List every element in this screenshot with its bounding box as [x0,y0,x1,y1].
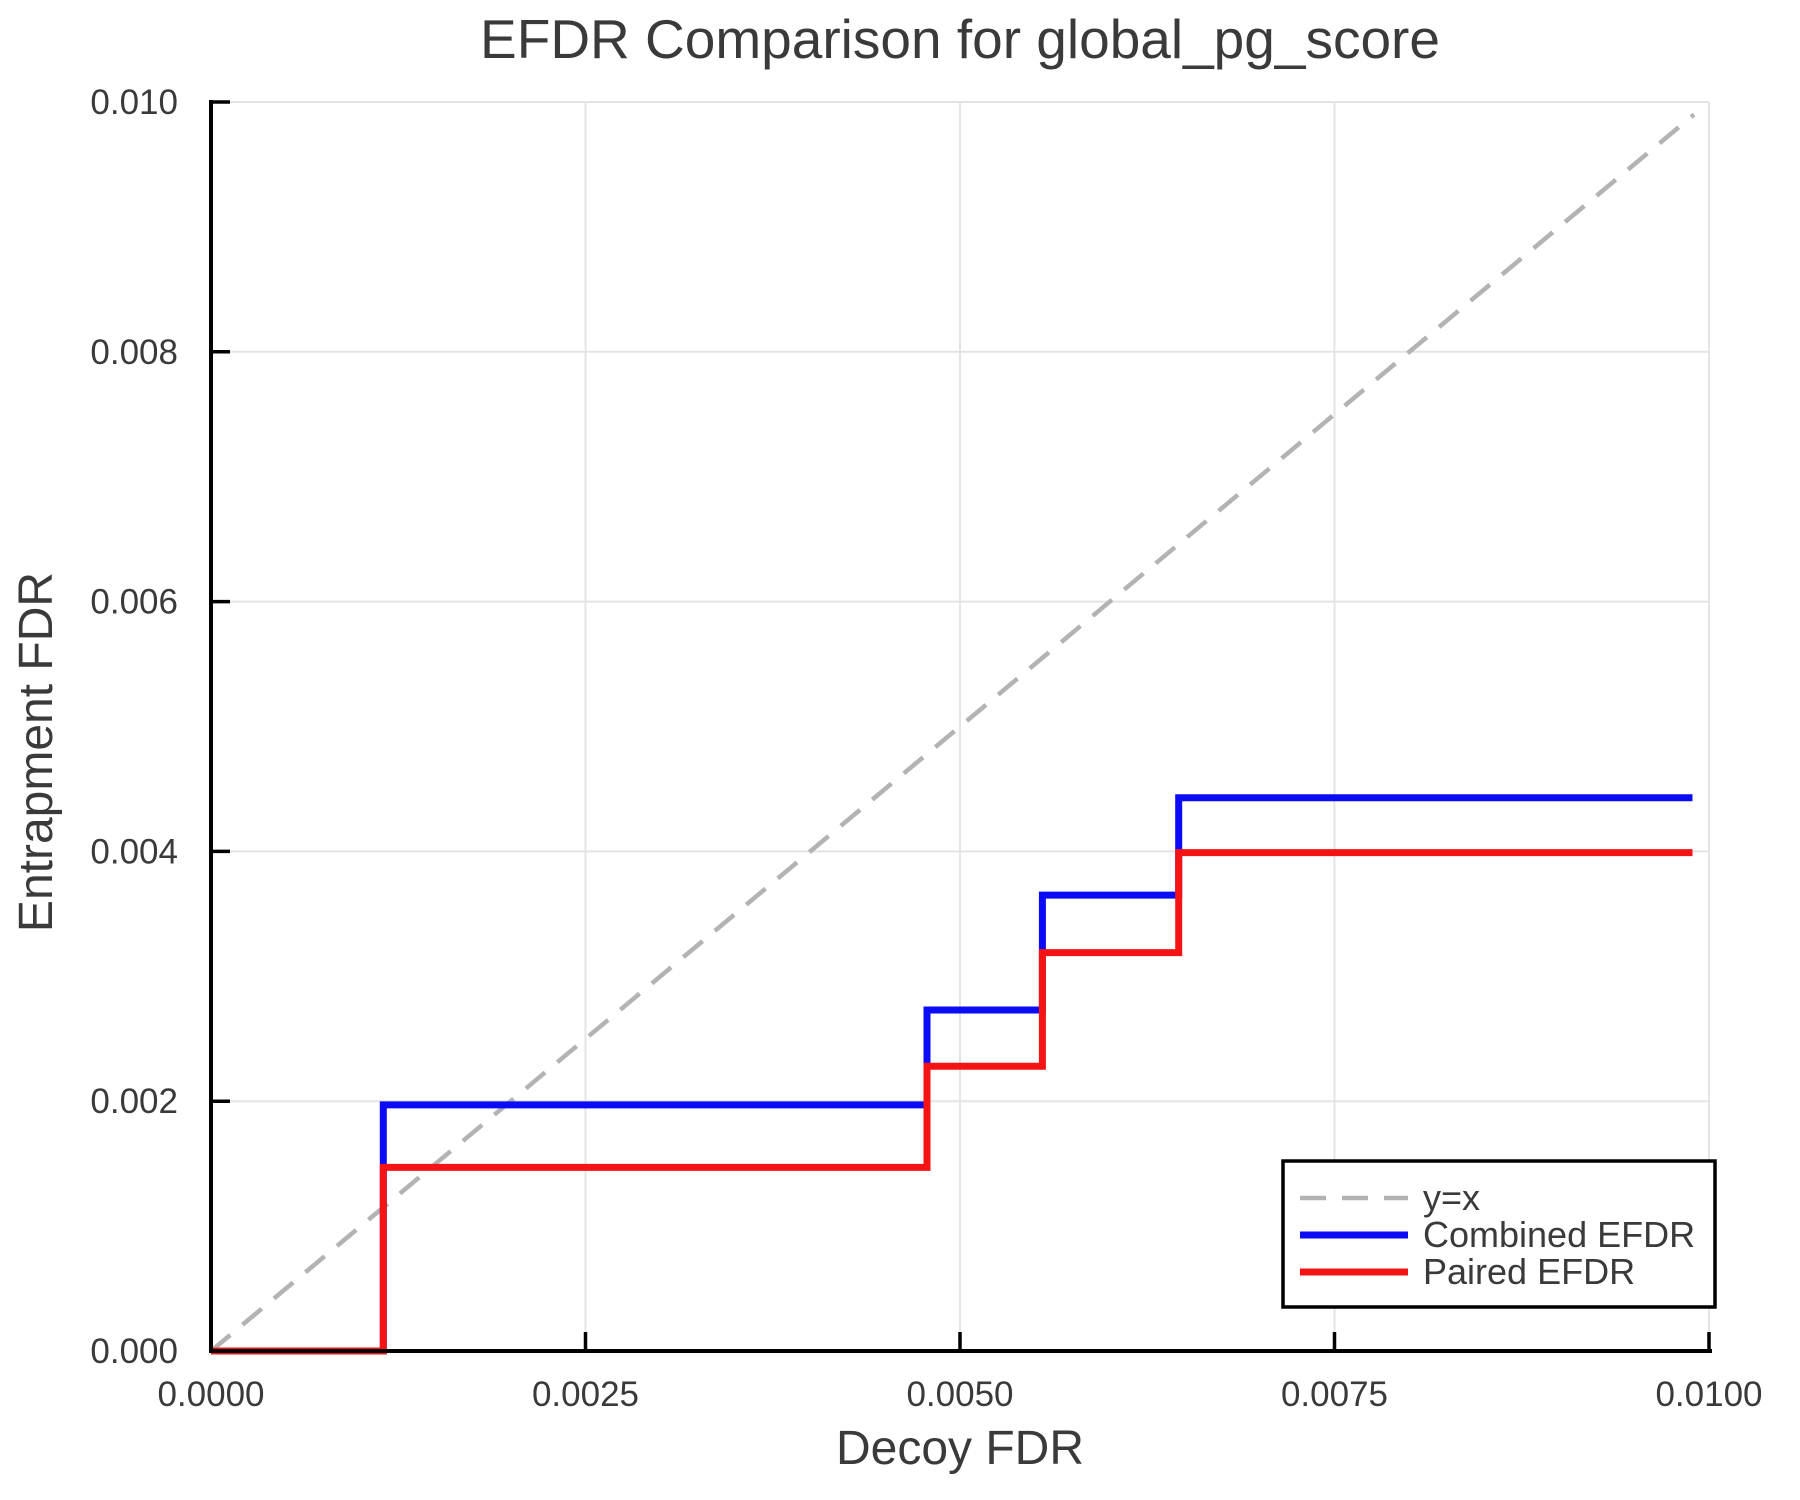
y-tick-label: 0.010 [90,83,178,122]
x-tick-label: 0.0075 [1281,1375,1388,1414]
chart-title: EFDR Comparison for global_pg_score [480,8,1440,70]
legend-samples [1300,1195,1408,1276]
x-axis-label: Decoy FDR [836,1422,1084,1475]
y-tick-label: 0.002 [90,1082,178,1121]
series-line-y-x [209,112,1696,1353]
series-group [209,112,1696,1355]
y-axis-label: Entrapment FDR [10,572,63,932]
x-tick-label: 0.0025 [532,1375,639,1414]
y-tick-label: 0.008 [90,333,178,372]
y-tick-label: 0.004 [90,832,178,871]
y-tick-label: 0.000 [90,1332,178,1371]
x-tick-label: 0.0000 [157,1375,264,1414]
grid-group [211,101,1710,1351]
y-tick-label: 0.006 [90,583,178,622]
x-tick-label: 0.0100 [1655,1375,1762,1414]
legend: y=x Combined EFDR Paired EFDR [1281,1159,1717,1309]
legend-label-paired-efdr: Paired EFDR [1423,1251,1635,1292]
legend-label-combined-efdr: Combined EFDR [1423,1214,1695,1255]
series-line-paired-efdr [211,849,1693,1355]
legend-label-yx: y=x [1423,1177,1480,1218]
tick-label-group: 0.0000 0.0025 0.0050 0.0075 0.0100 0.000 0.002… [90,83,1762,1414]
x-tick-label: 0.0050 [906,1375,1013,1414]
